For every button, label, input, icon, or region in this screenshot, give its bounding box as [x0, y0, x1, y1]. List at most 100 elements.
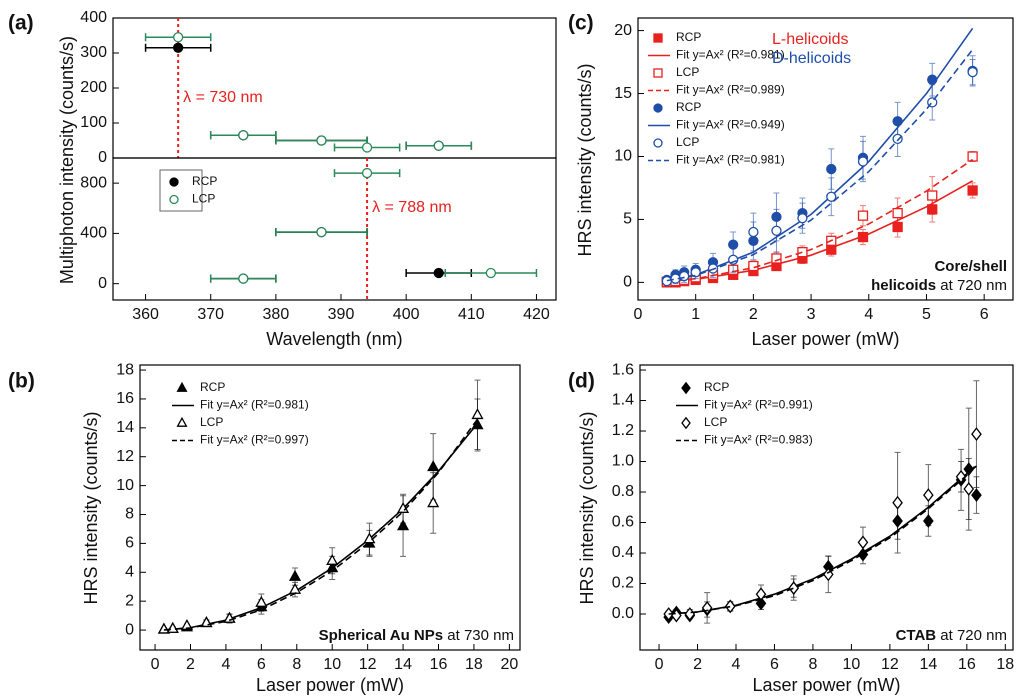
x-tick-label: 0 — [634, 306, 643, 323]
group-label: D-helicoids — [772, 50, 851, 67]
marker — [826, 191, 837, 202]
x-tick-label: 6 — [770, 656, 779, 673]
x-tick-label: 400 — [393, 306, 420, 323]
x-tick-label: 16 — [430, 656, 448, 673]
annotation: Spherical Au NPs at 730 nm — [319, 627, 514, 644]
y-tick-label: 1.4 — [612, 392, 634, 409]
x-tick-label: 14 — [919, 656, 937, 673]
marker — [892, 495, 903, 510]
annotation-part: Core/shell — [934, 258, 1007, 275]
legend-label: LCP — [200, 415, 223, 429]
y-axis-label: Multiphoton intensity (counts/s) — [57, 36, 77, 284]
marker — [681, 416, 691, 430]
marker — [176, 416, 188, 427]
fit-line — [163, 422, 479, 631]
plot-frame — [639, 364, 1014, 651]
marker — [361, 167, 373, 179]
x-tick-label: 0 — [655, 656, 664, 673]
marker — [892, 133, 903, 145]
x-tick-label: 370 — [197, 306, 224, 323]
marker — [180, 618, 193, 630]
marker — [433, 267, 444, 279]
panel-label: (a) — [8, 12, 34, 35]
x-tick-label: 4 — [732, 656, 741, 673]
panel-label: (b) — [8, 370, 35, 393]
x-tick-label: 18 — [996, 656, 1014, 673]
y-tick-label: 400 — [80, 9, 107, 26]
y-tick-label: 15 — [614, 85, 632, 102]
marker — [892, 207, 903, 219]
annotation-part: helicoids — [871, 277, 936, 294]
marker — [857, 156, 869, 167]
y-tick-label: 300 — [80, 44, 107, 61]
legend-frame — [168, 376, 318, 452]
reference-label: λ = 730 nm — [183, 89, 263, 106]
annotation: CTAB at 720 nm — [896, 627, 1007, 644]
x-tick-label: 2 — [693, 656, 702, 673]
marker — [681, 381, 691, 395]
x-tick-label: 360 — [132, 306, 159, 323]
panel-label: (c) — [568, 12, 594, 35]
marker — [238, 130, 249, 141]
marker — [771, 253, 782, 264]
marker — [724, 599, 736, 614]
x-tick-label: 4 — [864, 306, 873, 323]
x-tick-label: 2 — [749, 306, 758, 323]
plot-frame — [637, 17, 1014, 301]
marker — [172, 32, 184, 43]
y-tick-label: 4 — [125, 564, 134, 581]
x-tick-label: 12 — [359, 656, 377, 673]
marker — [169, 177, 179, 187]
marker — [157, 622, 170, 634]
y-tick-label: 10 — [614, 148, 632, 165]
marker — [679, 270, 690, 282]
marker — [361, 142, 373, 153]
marker — [797, 247, 808, 258]
x-tick-label: 420 — [523, 306, 550, 323]
y-tick-label: 16 — [116, 390, 134, 407]
y-tick-label: 8 — [125, 506, 134, 523]
panel-label: (d) — [568, 370, 595, 393]
marker — [471, 408, 484, 420]
x-tick-label: 2 — [186, 656, 195, 673]
x-tick-label: 14 — [394, 656, 412, 673]
marker — [363, 532, 376, 544]
marker — [316, 226, 327, 238]
x-tick-label: 18 — [465, 656, 483, 673]
x-tick-label: 5 — [922, 306, 931, 323]
legend-label: Fit y=Ax² (R²=0.983) — [704, 433, 813, 447]
legend-label: Fit y=Ax² (R²=0.981) — [676, 48, 785, 62]
marker — [653, 103, 663, 113]
x-tick-label: 6 — [257, 656, 266, 673]
marker — [427, 460, 440, 472]
y-tick-label: 2 — [125, 592, 134, 609]
y-tick-label: 100 — [80, 114, 107, 131]
annotation-part: at 720 nm — [936, 627, 1007, 644]
x-tick-label: 380 — [263, 306, 290, 323]
marker — [172, 42, 184, 53]
y-axis-label: HRS intensity (counts/s) — [81, 411, 101, 604]
reference-label: λ = 788 nm — [372, 199, 452, 216]
marker — [788, 581, 800, 596]
plot-frame — [112, 157, 557, 301]
x-axis-label: Laser power (mW) — [752, 675, 900, 695]
marker — [923, 488, 934, 502]
legend-label: RCP — [704, 380, 729, 394]
x-tick-label: 6 — [980, 306, 989, 323]
legend-label: RCP — [676, 100, 701, 114]
marker — [238, 273, 249, 284]
y-tick-label: 0.8 — [612, 483, 634, 500]
x-tick-label: 10 — [843, 656, 861, 673]
marker — [967, 185, 978, 196]
marker — [661, 275, 672, 287]
annotation-part: Spherical Au NPs — [319, 627, 443, 644]
marker — [255, 595, 268, 607]
y-tick-label: 18 — [116, 361, 134, 378]
y-tick-label: 400 — [80, 225, 107, 242]
annotation-part: CTAB — [896, 627, 937, 644]
legend-label: LCP — [676, 135, 699, 149]
y-tick-label: 0.2 — [612, 575, 634, 592]
fit-line — [163, 418, 479, 631]
x-axis-label: Wavelength (nm) — [266, 329, 402, 349]
marker — [427, 496, 440, 508]
